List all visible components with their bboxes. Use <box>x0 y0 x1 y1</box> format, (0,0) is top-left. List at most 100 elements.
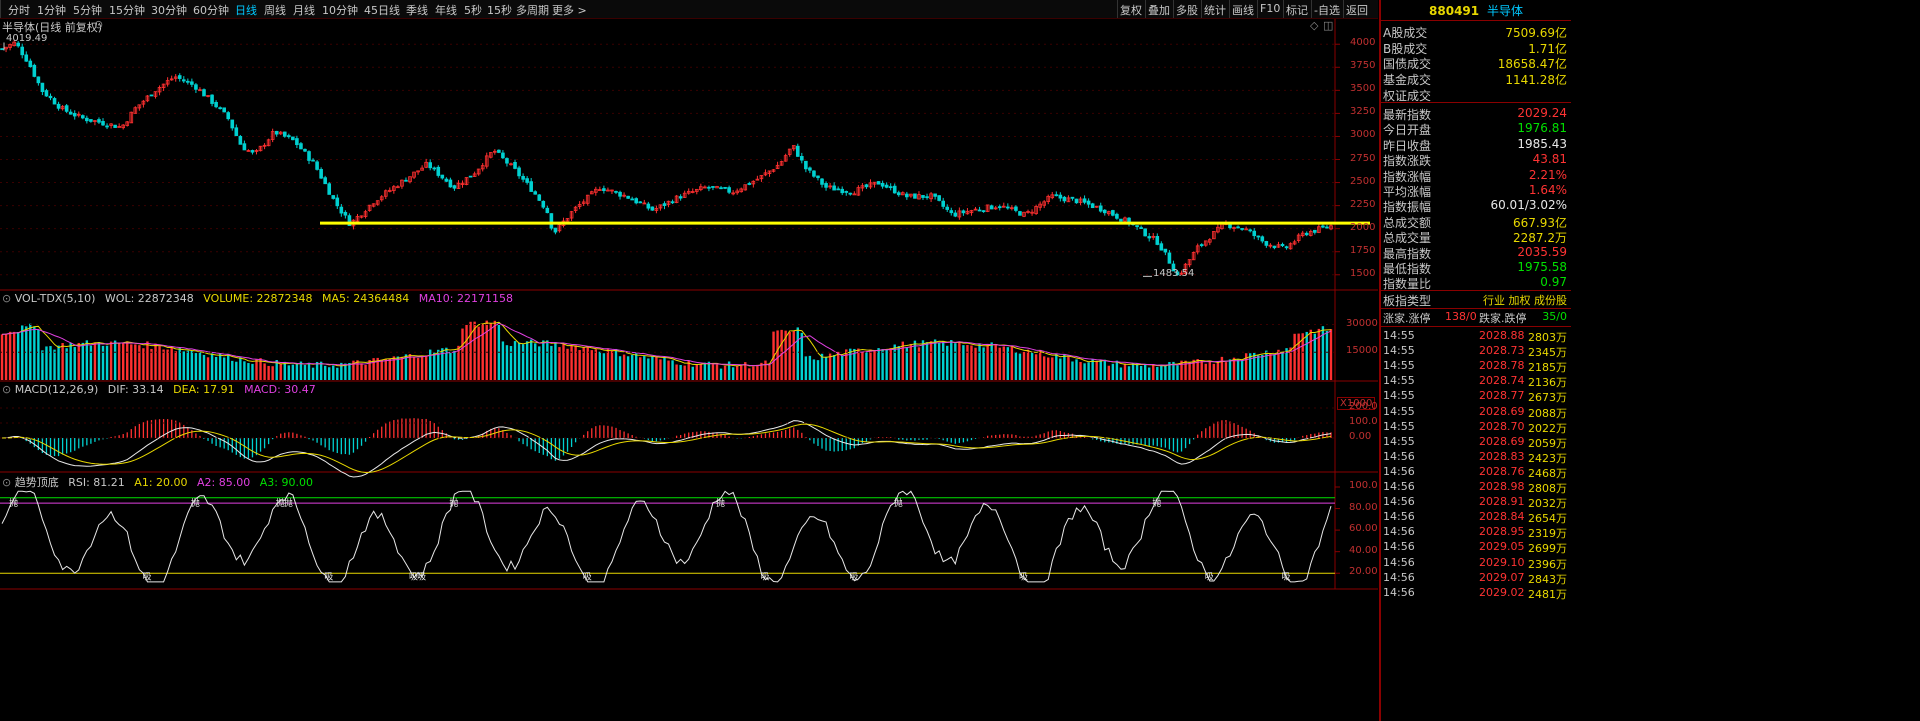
tick-time: 14:56 <box>1383 585 1415 599</box>
candle-body <box>888 186 893 189</box>
volume-bar <box>727 361 731 380</box>
kline-chart-area[interactable]: 抛吸抛抛抛吸吸吸抛吸抛吸吸抛吸抛吸吸 半导体(日线 前复权) ⊙ 4019.49… <box>0 18 1378 721</box>
rsi-options-icon[interactable]: ⊙ <box>2 476 12 489</box>
tick-row[interactable]: 14:55 2028.69 2059万 <box>1381 435 1571 450</box>
candle-body <box>480 165 485 170</box>
period-tab[interactable]: 5秒 <box>464 4 482 17</box>
candle-body <box>573 206 578 212</box>
volume-bar <box>885 349 888 380</box>
candle-body <box>909 193 913 197</box>
tick-row[interactable]: 14:55 2028.88 2803万 <box>1381 329 1571 344</box>
tick-row[interactable]: 14:55 2028.78 2185万 <box>1381 359 1571 374</box>
volume-bar <box>1317 328 1321 380</box>
macd-options-icon[interactable]: ⊙ <box>2 383 12 396</box>
volume-bar <box>752 366 755 380</box>
tick-row[interactable]: 14:56 2028.91 2032万 <box>1381 495 1571 510</box>
toolbar-button[interactable]: 返回 <box>1346 4 1368 17</box>
tick-row[interactable]: 14:56 2028.83 2423万 <box>1381 450 1571 465</box>
toolbar-button[interactable]: 复权 <box>1120 4 1142 17</box>
tick-row[interactable]: 14:55 2028.73 2345万 <box>1381 344 1571 359</box>
tick-row[interactable]: 14:56 2029.05 2699万 <box>1381 540 1571 555</box>
toolbar-button[interactable]: 标记 <box>1286 4 1308 17</box>
tick-row[interactable]: 14:56 2029.07 2843万 <box>1381 571 1571 586</box>
toolbar-button[interactable]: 画线 <box>1232 4 1254 17</box>
period-tab[interactable]: 5分钟 <box>73 4 102 17</box>
volume-bar <box>990 342 993 380</box>
rsi-bottom-mark: 吸 <box>417 571 426 582</box>
period-tab[interactable]: 1分钟 <box>37 4 66 17</box>
period-tab[interactable]: 60分钟 <box>193 4 229 17</box>
candle-body <box>545 207 550 214</box>
tick-price: 2029.05 <box>1479 540 1525 554</box>
toolbar-button[interactable]: -自选 <box>1314 4 1340 17</box>
turnover-label: A股成交 <box>1383 26 1428 40</box>
rsi-value: RSI: 81.21 <box>68 476 125 489</box>
candle-body <box>1179 272 1184 275</box>
candle-body <box>1119 218 1123 222</box>
period-tab[interactable]: 更多 > <box>552 4 587 17</box>
candle-body <box>852 193 857 196</box>
candle-body <box>460 182 465 185</box>
tick-time: 14:56 <box>1383 525 1415 539</box>
candle-body <box>642 202 647 205</box>
volume-bar <box>776 330 779 380</box>
volume-bar <box>81 342 85 380</box>
period-tab[interactable]: 月线 <box>293 4 315 17</box>
period-tab[interactable]: 日线 <box>235 4 257 17</box>
volume-bar <box>392 356 396 380</box>
tick-row[interactable]: 14:56 2028.76 2468万 <box>1381 465 1571 480</box>
period-tab[interactable]: 多周期 <box>516 4 549 17</box>
tick-row[interactable]: 14:56 2029.02 2481万 <box>1381 586 1571 601</box>
period-tab[interactable]: 分时 <box>8 4 30 17</box>
volume-bar <box>461 328 464 380</box>
tick-volume: 2396万 <box>1528 557 1567 571</box>
tick-row[interactable]: 14:56 2028.84 2654万 <box>1381 510 1571 525</box>
period-tab[interactable]: 年线 <box>435 4 457 17</box>
stat-row: 总成交额 667.93亿 <box>1381 214 1571 230</box>
toolbar-menu-icon[interactable] <box>0 0 1 18</box>
chart-options-icon[interactable]: ⊙ <box>94 18 104 31</box>
period-tab[interactable]: 45日线 <box>364 4 400 17</box>
layout-icon[interactable]: ◫ <box>1323 19 1334 32</box>
volume-bar <box>695 364 698 380</box>
volume-bar <box>748 368 751 380</box>
diamond-icon[interactable]: ◇ <box>1310 19 1319 32</box>
tick-row[interactable]: 14:55 2028.69 2088万 <box>1381 405 1571 420</box>
tick-row[interactable]: 14:56 2029.10 2396万 <box>1381 556 1571 571</box>
volume-bar <box>222 357 226 380</box>
candle-body <box>133 107 138 114</box>
volume-bar <box>998 347 1001 380</box>
volume-bar <box>1115 360 1119 380</box>
candle-body <box>699 186 703 191</box>
volume-bar <box>1265 350 1268 380</box>
period-tab[interactable]: 15分钟 <box>109 4 145 17</box>
period-tab[interactable]: 季线 <box>406 4 428 17</box>
chart-canvas[interactable]: 抛吸抛抛抛吸吸吸抛吸抛吸 吸抛吸抛吸吸 <box>0 19 1378 721</box>
period-tab[interactable]: 30分钟 <box>151 4 187 17</box>
candle-body <box>1308 230 1313 236</box>
volume-options-icon[interactable]: ⊙ <box>2 292 12 305</box>
tick-row[interactable]: 14:56 2028.98 2808万 <box>1381 480 1571 495</box>
tick-row[interactable]: 14:56 2028.95 2319万 <box>1381 525 1571 540</box>
stat-value: 1976.81 <box>1517 121 1567 136</box>
tick-row[interactable]: 14:55 2028.70 2022万 <box>1381 420 1571 435</box>
toolbar-button[interactable]: 多股 <box>1176 4 1198 17</box>
candle-body <box>101 121 105 126</box>
candle-body <box>1111 210 1115 216</box>
tick-row[interactable]: 14:55 2028.77 2673万 <box>1381 389 1571 404</box>
volume-bar <box>832 355 836 380</box>
volume-bar <box>1273 354 1276 380</box>
period-tab[interactable]: 周线 <box>264 4 286 17</box>
candle-body <box>32 64 37 77</box>
candle-body <box>1292 241 1297 245</box>
toolbar-button[interactable]: F10 <box>1260 2 1281 15</box>
toolbar-button[interactable]: 统计 <box>1204 4 1226 17</box>
period-tab[interactable]: 10分钟 <box>322 4 358 17</box>
tick-row[interactable]: 14:55 2028.74 2136万 <box>1381 374 1571 389</box>
period-tab[interactable]: 15秒 <box>487 4 512 17</box>
candle-body <box>214 101 218 108</box>
candle-body <box>12 41 16 47</box>
candle-body <box>1082 198 1087 203</box>
toolbar-button[interactable]: 叠加 <box>1148 4 1170 17</box>
stat-value: 1985.43 <box>1517 136 1567 151</box>
